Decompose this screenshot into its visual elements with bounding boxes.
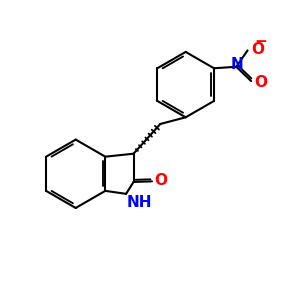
Text: −: − (255, 34, 267, 49)
Text: O: O (154, 173, 167, 188)
Text: O: O (255, 75, 268, 90)
Text: NH: NH (127, 195, 152, 210)
Text: O: O (251, 42, 264, 57)
Text: N: N (231, 57, 244, 72)
